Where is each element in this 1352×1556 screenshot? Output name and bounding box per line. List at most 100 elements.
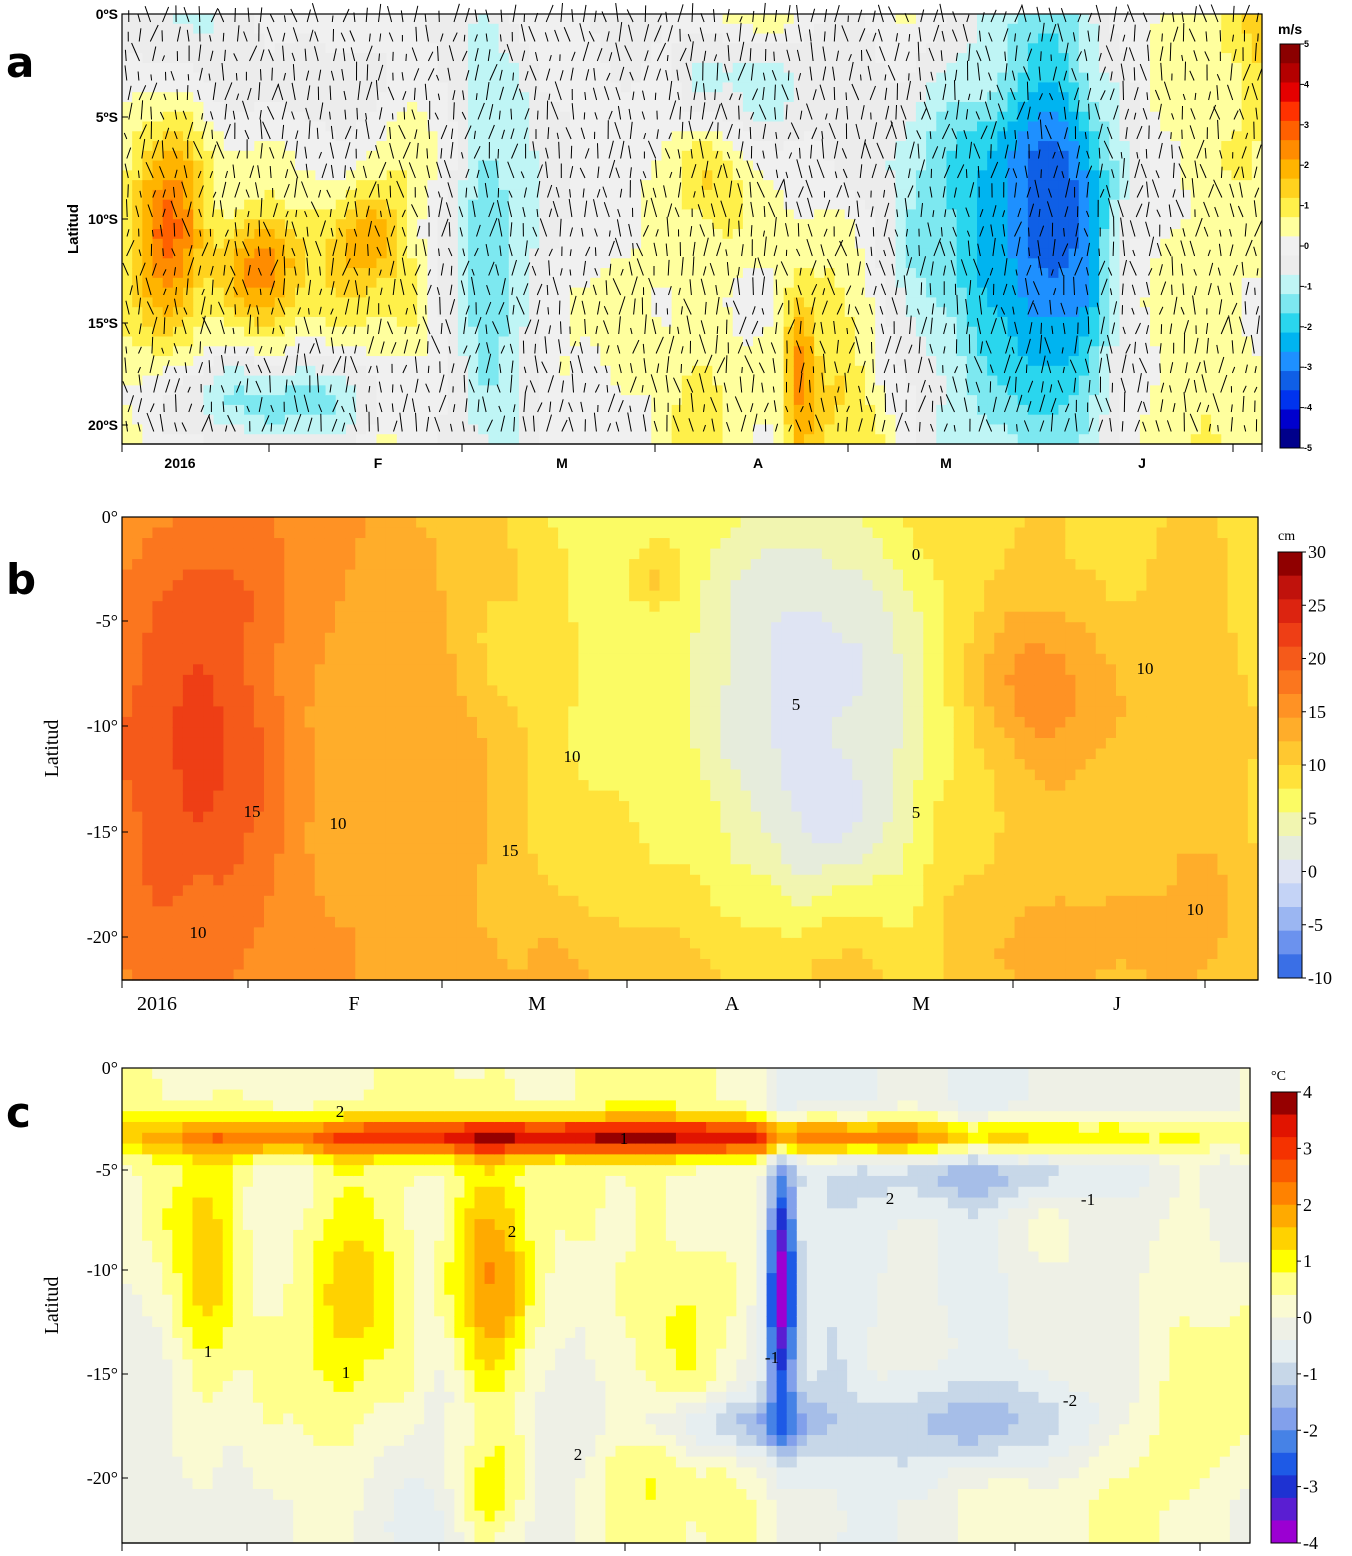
heatmap-cell xyxy=(345,297,357,308)
heatmap-cell xyxy=(692,53,703,64)
heatmap-cell xyxy=(305,248,316,259)
heatmap-cell xyxy=(1048,356,1060,367)
heatmap-cell xyxy=(518,170,530,181)
heatmap-cell xyxy=(997,307,1009,318)
heatmap-cell xyxy=(498,307,510,318)
heatmap-cell xyxy=(895,316,907,328)
heatmap-cell xyxy=(895,111,907,123)
heatmap-cell xyxy=(865,356,876,367)
heatmap-cell xyxy=(580,238,591,250)
heatmap-cell xyxy=(325,277,337,289)
heatmap-cell xyxy=(875,82,886,93)
heatmap-cell xyxy=(122,131,133,142)
heatmap-cell xyxy=(773,111,785,123)
heatmap-cell xyxy=(1007,23,1019,35)
heatmap-cell xyxy=(681,111,693,123)
heatmap-cell xyxy=(753,404,764,416)
heatmap-cell xyxy=(1068,92,1080,103)
heatmap-cell xyxy=(630,219,642,230)
heatmap-cell xyxy=(396,346,408,357)
heatmap-cell xyxy=(651,101,663,113)
heatmap-cell xyxy=(559,160,571,171)
heatmap-cell xyxy=(1150,180,1161,191)
heatmap-cell xyxy=(926,150,937,162)
heatmap-cell xyxy=(417,336,428,347)
heatmap-cell xyxy=(915,375,927,386)
heatmap-cell xyxy=(600,434,612,445)
heatmap-cell xyxy=(1038,287,1049,299)
heatmap-cell xyxy=(1211,316,1222,328)
heatmap-cell xyxy=(844,121,856,132)
heatmap-cell xyxy=(844,199,856,211)
heatmap-cell xyxy=(1211,199,1222,211)
heatmap-cell xyxy=(1119,14,1131,25)
heatmap-cell xyxy=(803,395,815,406)
heatmap-cell xyxy=(264,219,276,230)
heatmap-cell xyxy=(814,219,825,230)
heatmap-cell xyxy=(1211,53,1222,64)
heatmap-cell xyxy=(661,92,673,103)
heatmap-cell xyxy=(508,336,520,347)
heatmap-cell xyxy=(915,297,927,308)
heatmap-cell xyxy=(203,326,215,338)
heatmap-cell xyxy=(1190,365,1202,377)
heatmap-cell xyxy=(142,72,154,84)
heatmap-cell xyxy=(1170,238,1182,250)
heatmap-cell xyxy=(223,53,235,64)
heatmap-cell xyxy=(641,434,652,445)
heatmap-cell xyxy=(529,238,540,250)
heatmap-cell xyxy=(162,33,174,44)
heatmap-cell xyxy=(630,268,642,279)
heatmap-cell xyxy=(987,121,998,132)
heatmap-cell xyxy=(1038,248,1049,259)
heatmap-cell xyxy=(122,23,133,35)
heatmap-cell xyxy=(427,43,439,54)
heatmap-cell xyxy=(966,72,978,84)
heatmap-cell xyxy=(468,189,479,201)
heatmap-cell xyxy=(437,238,449,250)
heatmap-cell xyxy=(671,101,683,113)
heatmap-cell xyxy=(1150,414,1161,426)
heatmap-cell xyxy=(956,356,968,367)
heatmap-cell xyxy=(539,160,551,171)
heatmap-cell xyxy=(386,277,398,289)
heatmap-cell xyxy=(1017,82,1029,93)
heatmap-cell xyxy=(1180,424,1192,435)
heatmap-cell xyxy=(763,209,775,220)
heatmap-cell xyxy=(1068,199,1080,211)
heatmap-cell xyxy=(875,395,886,406)
wind-vector xyxy=(135,275,139,296)
heatmap-cell xyxy=(966,121,978,132)
heatmap-cell xyxy=(895,209,907,220)
heatmap-cell xyxy=(773,248,785,259)
heatmap-cell xyxy=(233,424,245,435)
heatmap-cell xyxy=(742,404,754,416)
heatmap-cell xyxy=(407,248,418,259)
heatmap-cell xyxy=(1109,43,1121,54)
heatmap-cell xyxy=(152,336,164,347)
heatmap-cell xyxy=(1129,180,1141,191)
heatmap-cell xyxy=(254,356,266,367)
heatmap-cell xyxy=(518,326,530,338)
heatmap-cell xyxy=(1139,316,1151,328)
heatmap-cell xyxy=(732,385,744,396)
heatmap-cell xyxy=(1007,82,1019,93)
heatmap-cell xyxy=(844,385,856,396)
heatmap-cell xyxy=(1139,189,1151,201)
heatmap-cell xyxy=(773,160,785,171)
heatmap-cell xyxy=(671,395,683,406)
heatmap-cell xyxy=(1119,434,1131,445)
heatmap-cell xyxy=(183,43,194,54)
heatmap-cell xyxy=(345,72,357,84)
heatmap-cell xyxy=(1221,307,1233,318)
heatmap-cell xyxy=(966,101,978,113)
heatmap-cell xyxy=(193,14,205,25)
heatmap-cell xyxy=(1048,346,1060,357)
heatmap-cell xyxy=(162,209,174,220)
heatmap-cell xyxy=(600,33,612,44)
heatmap-cell xyxy=(233,356,245,367)
heatmap-cell xyxy=(376,297,388,308)
heatmap-cell xyxy=(386,434,398,445)
heatmap-cell xyxy=(946,209,958,220)
heatmap-cell xyxy=(335,385,347,396)
